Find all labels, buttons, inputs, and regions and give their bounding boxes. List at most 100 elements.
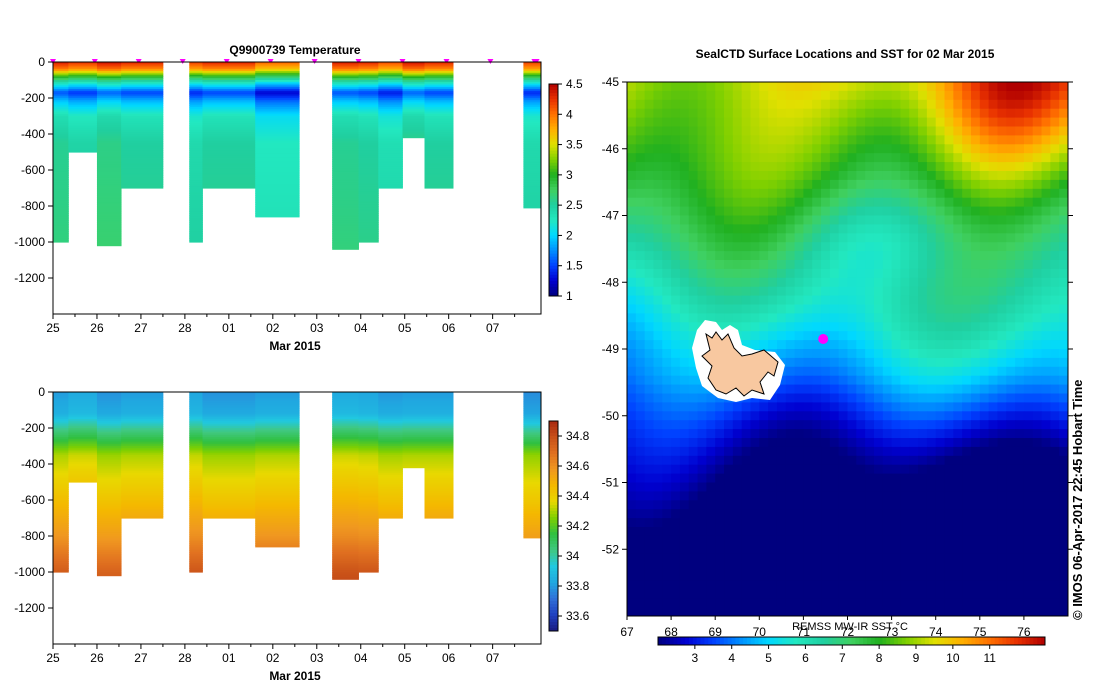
- sst-cell: [768, 233, 778, 243]
- sst-cell: [627, 233, 637, 243]
- section-cell: [523, 402, 542, 406]
- sst-cell: [1059, 295, 1069, 305]
- sst-cell: [759, 340, 769, 350]
- sst-cell: [856, 304, 866, 314]
- section-cell: [189, 433, 203, 436]
- section-cell: [53, 467, 69, 470]
- sst-cell: [1023, 393, 1034, 403]
- sst-cell: [776, 260, 787, 270]
- sst-cell: [803, 268, 813, 279]
- section-cell: [189, 92, 203, 95]
- colorbar-segment: [549, 601, 558, 605]
- sst-cell: [679, 402, 690, 412]
- sst-cell: [873, 464, 884, 475]
- sst-cell: [944, 438, 954, 448]
- section-cell: [53, 521, 69, 524]
- section-cell: [332, 561, 359, 564]
- sst-cell: [662, 153, 672, 163]
- section-cell: [202, 458, 256, 461]
- section-cell: [68, 415, 98, 418]
- section-cell: [53, 464, 69, 467]
- sst-cell: [1015, 384, 1025, 394]
- sst-cell: [891, 304, 901, 314]
- section-cell: [358, 528, 379, 532]
- salinity-x-axis: 25 26 27 28 01 02 03 04 05 06 07: [46, 644, 516, 665]
- sst-cell: [688, 366, 699, 377]
- sst-cell: [706, 393, 716, 403]
- sst-cell: [856, 197, 866, 208]
- section-cell: [332, 509, 359, 512]
- sst-cell: [926, 224, 937, 234]
- section-cell: [53, 213, 69, 216]
- sst-cell: [732, 242, 743, 252]
- section-cell: [96, 94, 122, 97]
- section-cell: [424, 478, 454, 481]
- sst-cell: [768, 108, 778, 119]
- sst-cell: [1032, 518, 1043, 528]
- sst-cell: [935, 197, 946, 208]
- sst-cell: [1041, 500, 1051, 510]
- sst-cell: [679, 135, 690, 145]
- sst-cell: [1059, 233, 1069, 243]
- sst-cell: [891, 99, 901, 110]
- sst-cell: [671, 411, 681, 421]
- sst-cell: [935, 206, 946, 216]
- section-cell: [189, 478, 203, 481]
- section-cell: [68, 74, 98, 77]
- x-tick-label: 26: [90, 651, 104, 665]
- section-cell: [358, 62, 379, 65]
- sst-cell: [838, 366, 848, 377]
- sst-cell: [1059, 188, 1069, 199]
- sst-cell: [909, 438, 919, 448]
- section-cell: [202, 449, 256, 452]
- sst-cell: [900, 438, 910, 448]
- section-cell: [53, 438, 69, 442]
- section-cell: [189, 397, 203, 400]
- sst-cell: [715, 322, 725, 332]
- sst-cell: [997, 224, 1007, 234]
- sst-cell: [821, 313, 831, 323]
- section-cell: [378, 74, 403, 77]
- section-cell: [332, 130, 359, 133]
- sst-cell: [882, 322, 893, 332]
- sst-cell: [635, 322, 646, 332]
- section-cell: [378, 155, 403, 158]
- sst-cell: [821, 393, 831, 403]
- section-cell: [424, 103, 454, 106]
- sst-cell: [644, 304, 654, 314]
- colorbar-segment: [549, 529, 558, 533]
- section-cell: [332, 236, 359, 239]
- section-cell: [332, 478, 359, 481]
- section-cell: [358, 164, 379, 167]
- section-cell: [53, 447, 69, 451]
- sst-cell: [865, 268, 875, 279]
- section-cell: [53, 395, 69, 398]
- section-cell: [255, 429, 300, 433]
- sst-cell: [644, 153, 654, 163]
- colorbar-segment: [549, 502, 558, 506]
- section-cell: [189, 473, 203, 476]
- sst-cell: [891, 384, 901, 394]
- sst-cell: [679, 313, 690, 323]
- section-cell: [255, 440, 300, 443]
- sst-cell: [803, 108, 813, 119]
- sst-cell: [768, 455, 778, 466]
- section-cell: [189, 229, 203, 232]
- sst-cell: [926, 322, 937, 332]
- colorbar-segment: [549, 123, 558, 127]
- sst-cell: [829, 188, 840, 199]
- sst-cell: [706, 438, 716, 448]
- sst-cell: [935, 349, 946, 359]
- section-cell: [332, 473, 359, 476]
- sst-cell: [1023, 197, 1034, 208]
- sst-cell: [882, 260, 893, 270]
- section-cell: [53, 189, 69, 193]
- section-cell: [68, 99, 98, 103]
- colorbar-segment: [549, 117, 558, 121]
- sst-cell: [935, 233, 946, 243]
- sst-cell: [635, 126, 646, 136]
- sst-cell: [1059, 500, 1069, 510]
- sst-cell: [662, 108, 672, 119]
- sst-cell: [768, 473, 778, 483]
- section-cell: [402, 465, 425, 469]
